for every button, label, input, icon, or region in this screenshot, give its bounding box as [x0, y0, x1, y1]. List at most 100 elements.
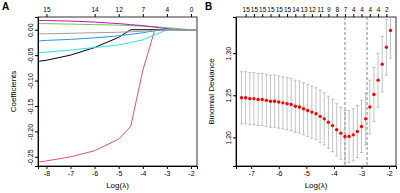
tick-label: 15: [267, 6, 275, 13]
tick: -3: [164, 166, 170, 177]
point: [347, 135, 350, 138]
error-bar: [319, 90, 322, 142]
tick-mark: [287, 14, 288, 17]
tick: -0.10: [27, 73, 38, 89]
point: [356, 130, 359, 133]
error-bar: [281, 77, 284, 129]
tick: -6: [276, 166, 282, 177]
tick: -0.05: [27, 48, 38, 64]
coefficient-path: [39, 30, 196, 41]
point: [256, 98, 259, 101]
tick-label: 14: [292, 6, 300, 13]
tick: 4: [368, 6, 372, 17]
tick: -7: [68, 166, 74, 177]
tick-label: 13: [300, 6, 308, 13]
error-bar: [368, 80, 371, 134]
tick-mark: [35, 131, 38, 132]
error-bar: [257, 73, 260, 125]
tick-mark: [279, 14, 280, 17]
y-axis: -0.25-0.20-0.15-0.10-0.050.00: [27, 18, 39, 167]
marks: [39, 21, 196, 162]
panel-label: B: [205, 1, 212, 12]
x-axis: -8-7-6-5-4-3-2: [39, 166, 198, 177]
tick-label: 1.30: [225, 47, 232, 61]
tick: 15: [259, 6, 267, 17]
point: [376, 78, 379, 81]
tick: 4: [166, 6, 170, 17]
tick-label: 0.00: [27, 23, 34, 37]
tick-label: 4: [368, 6, 372, 13]
point: [335, 128, 338, 131]
error-bar: [372, 68, 375, 122]
tick-mark: [270, 14, 271, 17]
coefficient-path: [39, 30, 196, 34]
x-axis-title: Log(λ): [106, 181, 129, 190]
tick: -3: [359, 166, 365, 177]
error-bar: [331, 99, 334, 151]
error-bar: [343, 110, 346, 162]
point: [252, 97, 255, 100]
point: [323, 117, 326, 120]
tick: 1.25: [225, 89, 236, 103]
tick-mark: [389, 166, 390, 169]
tick: -4: [331, 166, 337, 177]
error-bar: [352, 109, 355, 161]
figure: -8-7-6-5-4-3-2-0.25-0.20-0.15-0.10-0.050…: [0, 0, 400, 193]
tick-mark: [35, 30, 38, 31]
tick-mark: [95, 166, 96, 169]
tick: 15: [243, 6, 251, 17]
tick: 4: [352, 6, 356, 17]
error-bar: [389, 17, 392, 58]
point: [277, 100, 280, 103]
tick-label: 7: [141, 6, 145, 13]
tick-mark: [386, 14, 387, 17]
panel: -8-7-6-5-4-3-2-0.25-0.20-0.15-0.10-0.050…: [2, 1, 198, 190]
tick-label: 4: [166, 6, 170, 13]
tick-mark: [295, 14, 296, 17]
coefficient-path: [39, 30, 196, 162]
tick-mark: [119, 14, 120, 17]
point: [310, 110, 313, 113]
tick-label: -0.10: [27, 73, 34, 89]
tick: 0.00: [27, 23, 38, 37]
error-bar: [315, 88, 318, 140]
point: [385, 46, 388, 49]
tick: 4: [377, 6, 381, 17]
tick-mark: [46, 14, 47, 17]
error-bar: [348, 110, 351, 162]
df-axis: 151412740: [43, 6, 193, 17]
tick-mark: [254, 14, 255, 17]
tick-label: 12: [309, 6, 317, 13]
tick-mark: [191, 166, 192, 169]
tick-mark: [320, 14, 321, 17]
tick-mark: [362, 166, 363, 169]
tick-label: 15: [284, 6, 292, 13]
tick: 1.30: [225, 47, 236, 61]
tick-label: 4: [360, 6, 364, 13]
tick-label: -4: [140, 170, 146, 177]
tick-mark: [119, 166, 120, 169]
error-bar: [377, 53, 380, 107]
tick-mark: [362, 14, 363, 17]
point: [318, 115, 321, 118]
tick-mark: [35, 157, 38, 158]
tick-mark: [191, 14, 192, 17]
panel-label: A: [2, 1, 9, 12]
tick-label: -5: [116, 170, 122, 177]
tick-label: 15: [43, 6, 51, 13]
tick: -0.25: [27, 149, 38, 165]
tick-mark: [35, 55, 38, 56]
tick: 14: [292, 6, 300, 17]
error-bar: [306, 84, 309, 136]
tick-label: -2: [188, 170, 194, 177]
tick: -8: [44, 166, 50, 177]
tick: -5: [304, 166, 310, 177]
tick-mark: [251, 166, 252, 169]
point: [273, 99, 276, 102]
tick-mark: [143, 14, 144, 17]
plot-frame: [38, 17, 197, 166]
tick-label: 15: [259, 6, 267, 13]
tick: 9: [327, 6, 331, 17]
axis-line: [237, 167, 397, 170]
error-bar: [290, 78, 293, 130]
